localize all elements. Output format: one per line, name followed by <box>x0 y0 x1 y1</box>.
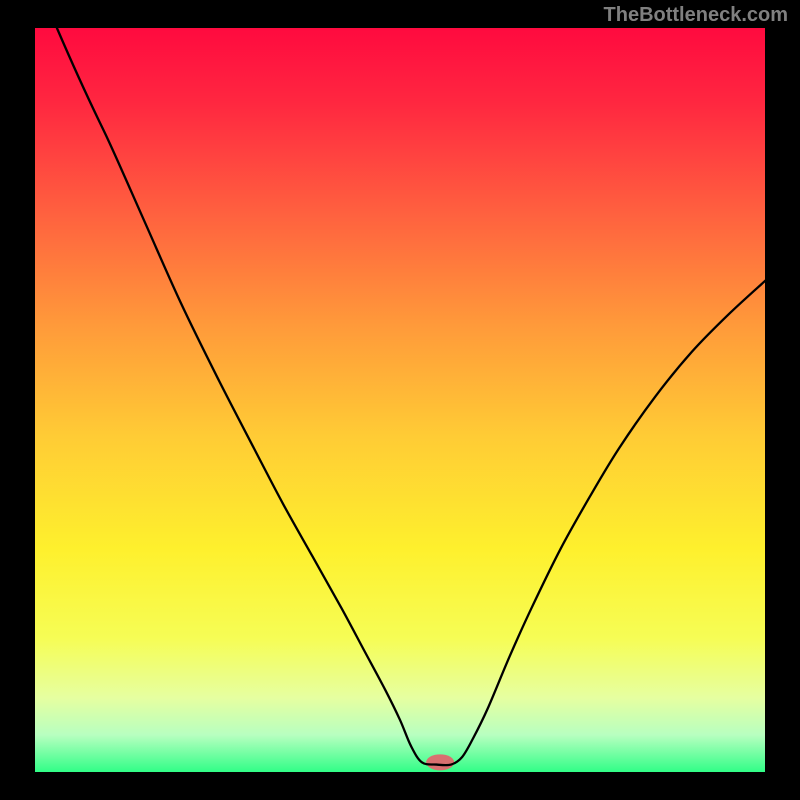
plot-area <box>35 28 765 772</box>
optimum-marker <box>426 754 454 770</box>
watermark-text: TheBottleneck.com <box>604 4 788 27</box>
bottleneck-chart <box>0 0 800 800</box>
chart-container: TheBottleneck.com <box>0 0 800 800</box>
